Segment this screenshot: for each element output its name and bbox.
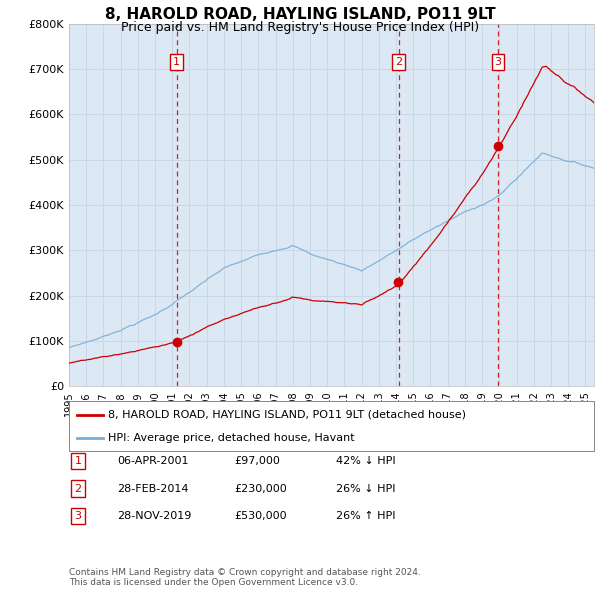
Text: 1: 1 [74, 457, 82, 466]
Text: 2: 2 [74, 484, 82, 493]
Text: Price paid vs. HM Land Registry's House Price Index (HPI): Price paid vs. HM Land Registry's House … [121, 21, 479, 34]
Text: Contains HM Land Registry data © Crown copyright and database right 2024.
This d: Contains HM Land Registry data © Crown c… [69, 568, 421, 587]
Text: 8, HAROLD ROAD, HAYLING ISLAND, PO11 9LT (detached house): 8, HAROLD ROAD, HAYLING ISLAND, PO11 9LT… [109, 409, 466, 419]
Text: 3: 3 [74, 511, 82, 520]
Text: 26% ↓ HPI: 26% ↓ HPI [336, 484, 395, 493]
Text: £230,000: £230,000 [234, 484, 287, 493]
Text: HPI: Average price, detached house, Havant: HPI: Average price, detached house, Hava… [109, 433, 355, 443]
Text: 06-APR-2001: 06-APR-2001 [117, 457, 188, 466]
Text: 26% ↑ HPI: 26% ↑ HPI [336, 511, 395, 520]
Text: 8, HAROLD ROAD, HAYLING ISLAND, PO11 9LT: 8, HAROLD ROAD, HAYLING ISLAND, PO11 9LT [104, 7, 496, 22]
Text: 3: 3 [494, 57, 501, 67]
Text: 28-NOV-2019: 28-NOV-2019 [117, 511, 191, 520]
Text: 42% ↓ HPI: 42% ↓ HPI [336, 457, 395, 466]
Text: 2: 2 [395, 57, 403, 67]
Text: £530,000: £530,000 [234, 511, 287, 520]
Text: £97,000: £97,000 [234, 457, 280, 466]
Text: 1: 1 [173, 57, 180, 67]
Text: 28-FEB-2014: 28-FEB-2014 [117, 484, 188, 493]
